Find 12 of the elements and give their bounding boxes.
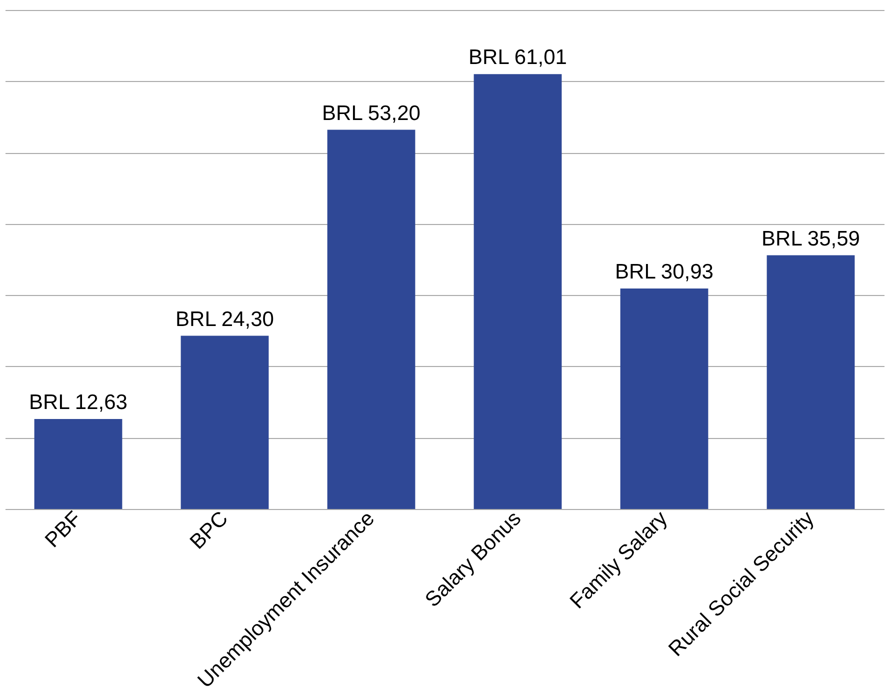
bar: [620, 288, 708, 509]
data-label: BRL 12,63: [29, 390, 128, 414]
bar: [474, 74, 562, 509]
bar: [34, 418, 122, 509]
data-label: BRL 53,20: [322, 102, 420, 125]
data-label: BRL 24,30: [176, 308, 274, 331]
bar: [180, 336, 269, 509]
data-label: BRL 30,93: [615, 260, 714, 284]
data-label: BRL 35,59: [762, 227, 860, 250]
bar: [327, 130, 416, 509]
bar: [766, 255, 855, 509]
data-label: BRL 61,01: [468, 46, 567, 70]
